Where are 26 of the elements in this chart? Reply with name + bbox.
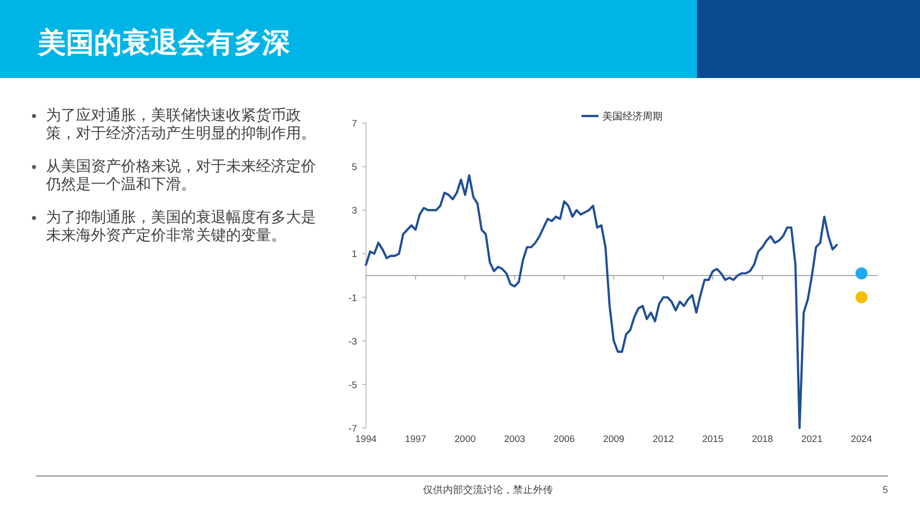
title: 美国的衰退会有多深	[38, 27, 290, 58]
y-tick-label: 3	[352, 206, 357, 217]
annotation: 为了应对通胀，美联储快速收紧货币政策，对于经济活动产生明显的抑制作用。	[30, 107, 326, 143]
x-tick-label: 2003	[504, 434, 526, 445]
x-tick-label: 2021	[801, 434, 822, 445]
annotation: 仅供内部交流讨论，禁止外传	[423, 485, 553, 496]
x-tick-label: 2018	[752, 434, 773, 445]
y-tick-label: 1	[352, 249, 357, 260]
y-tick-label: -7	[348, 424, 357, 434]
y-tick-label: -3	[348, 336, 357, 348]
x-tick-label: 2024	[850, 434, 872, 445]
y-tick-label: -5	[348, 380, 357, 391]
x-tick-label: 2015	[702, 434, 724, 445]
y-tick-label: -1	[348, 292, 357, 304]
x-tick-label: 2006	[554, 434, 575, 445]
y-tick-label: 5	[352, 162, 357, 174]
x-tick-label: 1994	[355, 434, 377, 445]
annotation: 从美国资产价格来说，对于未来经济定价仍然是一个温和下滑。	[30, 158, 326, 194]
x-tick-label: 1997	[404, 434, 426, 445]
annotation: 5	[882, 485, 888, 496]
y-tick-label: 7	[352, 118, 357, 130]
annotation: 为了抑制通胀，美国的衰退幅度有多大是未来海外资产定价非常关键的变量。	[30, 209, 326, 245]
x-tick-label: 2012	[652, 434, 674, 445]
x-tick-label: 2000	[454, 434, 476, 445]
legend-label: 美国经济周期	[602, 112, 662, 122]
x-tick-label: 2009	[603, 434, 624, 445]
